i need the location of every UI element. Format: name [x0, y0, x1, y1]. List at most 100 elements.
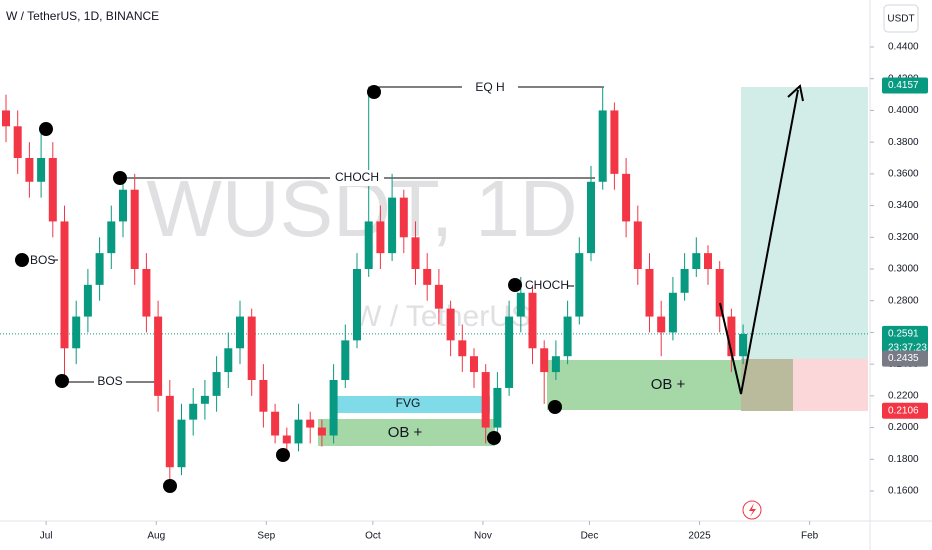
axes: 0.16000.18000.20000.22000.24000.26000.28… [40, 42, 928, 542]
order-block [547, 360, 741, 410]
swing-point [15, 253, 29, 267]
currency[interactable]: USDT [887, 14, 914, 25]
y-tick-label: 0.2800 [888, 295, 919, 306]
candle-body [493, 387, 502, 428]
candle-body [200, 395, 209, 404]
price-label: 0.2106 [888, 405, 919, 416]
candle-body [470, 356, 478, 373]
candle-body [458, 340, 467, 357]
price-label: 0.4157 [888, 80, 919, 91]
candle-body [95, 253, 104, 285]
candle-body [13, 126, 22, 158]
candle-body [727, 316, 736, 357]
candle-body [633, 221, 642, 269]
candle-body [692, 253, 701, 269]
price-label: 0.2591 [888, 328, 919, 339]
candle-body [165, 395, 174, 468]
candle-body [341, 340, 350, 380]
candle-body [399, 197, 408, 238]
candles [2, 86, 748, 487]
projection-arrow [719, 89, 799, 395]
candle-body [411, 237, 420, 269]
x-tick-label: 2025 [688, 531, 711, 542]
price-label-box [882, 325, 928, 356]
order-block [318, 419, 495, 446]
bos-label: BOS [97, 374, 122, 388]
x-tick-label: Sep [257, 531, 275, 542]
candle-body [130, 189, 139, 269]
candle-body [668, 292, 677, 333]
swing-point [39, 122, 53, 136]
x-tick-label: Aug [147, 531, 165, 542]
candle-body [680, 269, 689, 293]
candle-body [306, 419, 315, 428]
candle-body [37, 158, 46, 182]
drawings [52, 86, 868, 446]
candle-body [189, 403, 198, 420]
price-label: 0.2435 [888, 353, 919, 364]
entry-zone [741, 359, 793, 411]
candle-body [376, 221, 385, 254]
arrow-head [787, 84, 804, 102]
candle-body [107, 221, 116, 254]
y-tick-label: 0.4400 [888, 42, 919, 53]
event-icon-bolt [749, 503, 756, 517]
ob-label: OB + [651, 376, 686, 393]
swing-point [276, 448, 290, 462]
target-zone [741, 87, 868, 359]
candle-body [622, 173, 631, 222]
candle-body [212, 372, 221, 396]
candle-body [505, 316, 514, 388]
swing-point [55, 374, 69, 388]
candle-body [388, 197, 397, 254]
candle-body [481, 372, 490, 428]
candle-body [271, 411, 280, 436]
swing-point [163, 479, 177, 493]
x-tick-label: Dec [581, 531, 599, 542]
candle-body [2, 110, 10, 127]
candle-body [72, 316, 81, 349]
swing-point [548, 400, 562, 414]
price-label-box [882, 402, 928, 419]
choch-label: CHOCH [335, 170, 379, 184]
candle-body [551, 356, 560, 373]
x-tick-label: Oct [365, 531, 381, 542]
y-tick-label: 0.3600 [888, 168, 919, 179]
y-tick-label: 0.3000 [888, 264, 919, 275]
countdown: 23:37:23 [888, 342, 927, 353]
y-tick-label: 0.3400 [888, 200, 919, 211]
fvg-label: FVG [396, 396, 421, 410]
swing-point [367, 85, 381, 99]
candle-body [259, 380, 268, 412]
y-tick-label: 0.2200 [888, 390, 919, 401]
candle-body [236, 316, 244, 349]
candle-body [282, 435, 291, 444]
ob-label: OB + [388, 424, 423, 441]
candle-body [598, 110, 607, 182]
bos-label: BOS [30, 253, 55, 267]
candle-body [25, 158, 34, 182]
y-tick-label: 0.4000 [888, 105, 919, 116]
candle-body [704, 253, 712, 269]
candle-body [575, 253, 584, 317]
label-bg [462, 79, 518, 95]
candle-body [329, 380, 338, 436]
price-label-box [882, 77, 928, 94]
stop-zone [793, 359, 868, 411]
candle-body [645, 269, 654, 317]
candle-body [364, 221, 373, 269]
y-tick-label: 0.2000 [888, 422, 919, 433]
candle-body [739, 334, 748, 357]
x-tick-label: Nov [474, 531, 492, 542]
candle-body [177, 419, 186, 468]
candle-body [119, 189, 127, 222]
currency-button[interactable] [883, 4, 919, 33]
x-tick-label: Feb [801, 531, 819, 542]
candle-body [528, 292, 537, 349]
candle-body [83, 284, 92, 317]
price-label-box [882, 350, 928, 367]
y-tick-label: 0.1600 [888, 486, 919, 497]
label-bg [330, 170, 384, 186]
candle-body [446, 308, 455, 341]
